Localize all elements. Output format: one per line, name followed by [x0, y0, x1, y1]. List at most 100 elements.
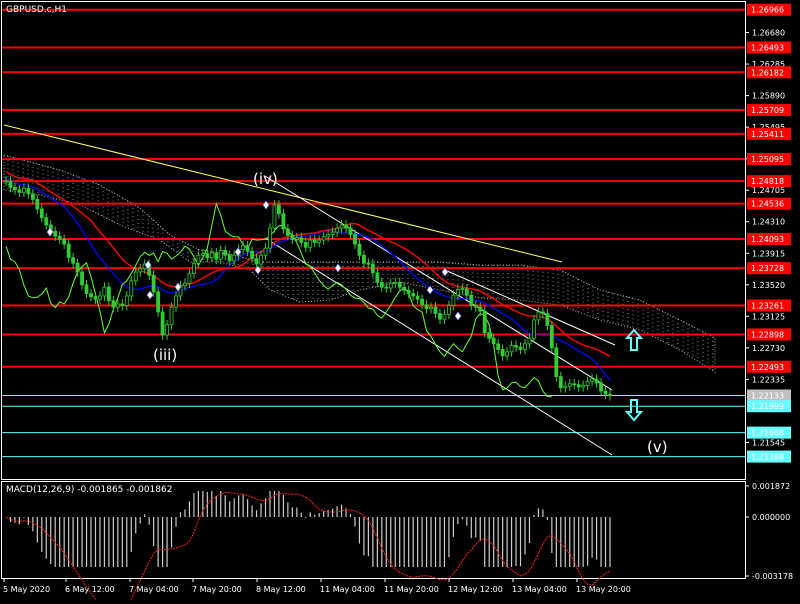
fractal-diamond-icon — [234, 247, 242, 257]
ichimoku-lines — [5, 170, 611, 398]
candle-body — [30, 193, 35, 200]
price-axis-label: 1.23125 — [752, 312, 785, 321]
candle-body — [192, 262, 196, 275]
candle-body — [268, 227, 272, 249]
candle-body — [379, 281, 384, 288]
candle-body — [388, 282, 393, 289]
candle-body — [442, 313, 447, 320]
cyan-tag-label: 1.22133 — [751, 392, 784, 401]
candle-body — [93, 296, 98, 300]
fractal-diamond-icon — [174, 282, 182, 292]
fractal-diamond-icon — [254, 265, 262, 275]
candle-body — [362, 254, 366, 264]
candle-body — [321, 236, 326, 241]
red-tag-box — [747, 66, 791, 79]
candle-body — [447, 305, 451, 315]
red-price-tag: 1.24536 — [747, 197, 791, 210]
red-tag-label: 1.22493 — [751, 363, 784, 372]
candle-body — [370, 263, 375, 274]
candle-body — [183, 282, 187, 286]
price-axis-label: 1.23915 — [752, 249, 785, 258]
candle-body — [312, 239, 317, 243]
time-axis-label: 12 May 12:00 — [448, 585, 503, 594]
macd-axis-label: -0.003178 — [752, 572, 793, 581]
candle-body — [366, 262, 371, 265]
candle-body — [187, 273, 192, 284]
inner-trendline[interactable] — [444, 269, 616, 346]
macd-histogram — [5, 491, 611, 604]
candle-body — [281, 213, 286, 230]
candle-body — [393, 281, 398, 284]
candle-body — [21, 187, 26, 193]
candle-body — [129, 280, 134, 297]
cyan-tag-label: 1.21368 — [751, 453, 784, 462]
red-tag-label: 1.24093 — [751, 235, 784, 244]
candle-body — [174, 295, 178, 308]
red-tag-box — [747, 104, 791, 117]
candle-body — [330, 231, 335, 235]
chikou-line — [5, 201, 552, 398]
candle-body — [455, 289, 460, 296]
red-price-tag: 1.23728 — [747, 262, 791, 275]
candle-body — [482, 310, 487, 334]
candle-body — [478, 306, 483, 312]
fractal-diamond-icon — [146, 290, 154, 300]
candle-body — [558, 376, 563, 389]
ichimoku-cloud — [3, 154, 716, 373]
candle-body — [402, 286, 407, 291]
red-tag-label: 1.24536 — [751, 200, 784, 209]
candle-body — [232, 254, 237, 262]
cyan-tag-label: 1.21668 — [751, 429, 784, 438]
candle-body — [290, 234, 295, 240]
candle-body — [514, 345, 518, 348]
candle-body — [563, 385, 568, 389]
red-tag-box — [747, 175, 791, 188]
candle-body — [424, 304, 429, 310]
red-tag-box — [747, 360, 791, 373]
candle-body — [438, 313, 442, 320]
candle-body — [214, 252, 219, 260]
fractal-diamond-icon — [262, 200, 270, 210]
cyan-tag-box — [747, 389, 791, 402]
candle-body — [532, 319, 536, 339]
candle-body — [518, 346, 523, 350]
price-level-tags: 1.26966 1.26493 1.26182 1.25709 1.25411 1.250… — [747, 3, 791, 463]
candle-body — [303, 242, 308, 248]
candle-body — [353, 234, 357, 245]
down-arrow-icon — [624, 399, 644, 422]
candle-body — [299, 237, 304, 243]
candle-body — [165, 324, 169, 336]
red-price-tag: 1.26182 — [747, 66, 791, 79]
candle-body — [138, 268, 143, 273]
candle-body — [469, 294, 474, 306]
candle-body — [433, 306, 438, 314]
candle-body — [272, 204, 277, 229]
yellow-trendline[interactable] — [3, 124, 563, 263]
candle-body — [308, 239, 313, 248]
channel-upper-line[interactable] — [264, 175, 613, 391]
candle-body — [590, 378, 595, 382]
candle-body — [585, 380, 590, 386]
red-tag-label: 1.24818 — [751, 177, 784, 186]
candle-body — [254, 258, 259, 265]
red-tag-label: 1.23728 — [751, 264, 784, 273]
red-price-tag: 1.26966 — [747, 3, 791, 16]
candle-body — [245, 245, 250, 252]
candle-body — [294, 237, 299, 240]
horizontal-levels[interactable] — [2, 8, 745, 458]
candle-body — [35, 198, 40, 210]
red-tag-label: 1.23261 — [751, 301, 784, 310]
channel-lower-line[interactable] — [264, 237, 613, 456]
red-tag-box — [747, 262, 791, 275]
candle-body — [227, 254, 232, 262]
candle-body — [53, 230, 58, 237]
macd-axis: 0.001872 0.000000 -0.003178 — [745, 482, 793, 581]
candle-body — [348, 227, 353, 235]
candle-body — [250, 250, 254, 259]
trend-lines[interactable] — [3, 124, 616, 456]
wave-label-v: (v) — [647, 438, 668, 456]
cyan-price-tag: 1.21368 — [747, 450, 791, 463]
fractal-diamond-icon — [144, 260, 152, 270]
red-tag-box — [747, 328, 791, 341]
